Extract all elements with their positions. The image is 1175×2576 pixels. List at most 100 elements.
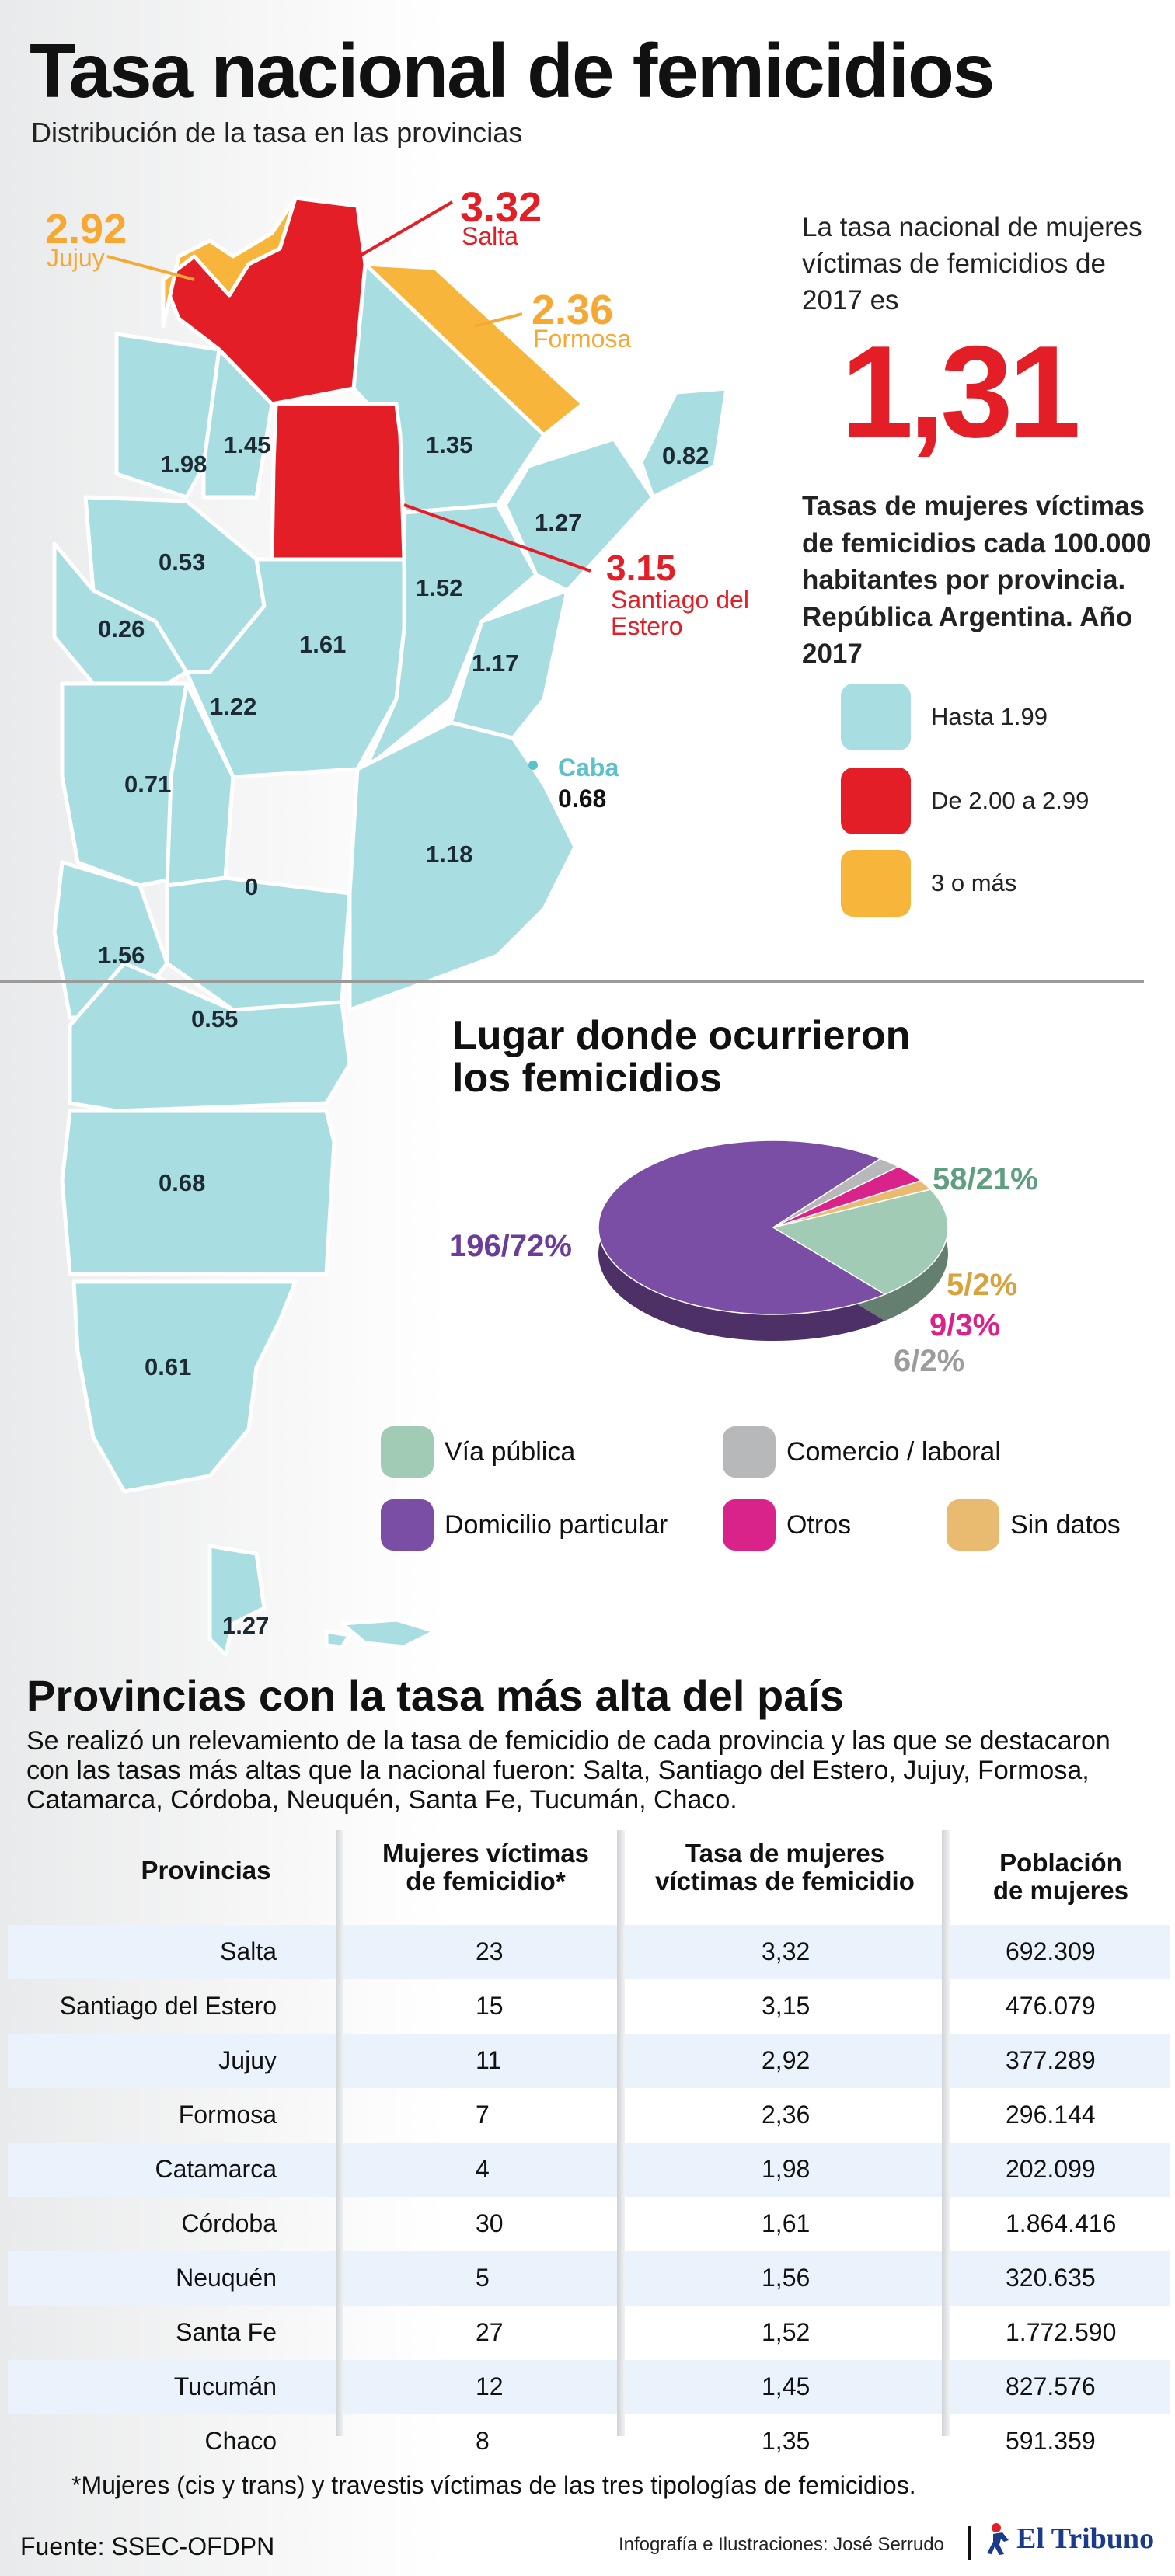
caba-name: Caba <box>558 754 619 782</box>
table-header-provincias: Provincias <box>141 1856 271 1885</box>
cell-provincia: Jujuy <box>218 2046 277 2074</box>
category-swatch-otros <box>723 1499 776 1551</box>
province-tierra-del-fuego <box>207 1544 267 1657</box>
national-rate-intro: La tasa nacional de mujeres víctimas de … <box>802 212 1142 315</box>
formosa-leader-line <box>473 312 523 328</box>
table-header-victimas-line2: de femicidio* <box>406 1867 566 1896</box>
rate-label-neuquen: 1.56 <box>98 942 145 969</box>
table-row: Neuquén 5 1,56 320.635 <box>8 2251 1170 2306</box>
cell-provincia: Salta <box>220 1937 277 1965</box>
formosa-name: Formosa <box>533 325 632 353</box>
table-row: Tucumán 12 1,45 827.576 <box>8 2360 1170 2414</box>
rate-label-mendoza: 0.71 <box>124 771 171 798</box>
rate-label-corrientes: 1.27 <box>535 509 581 536</box>
rate-label-tierra-del-fuego: 1.27 <box>222 1612 269 1639</box>
cell-poblacion: 476.079 <box>1006 1992 1096 2020</box>
table-row: Formosa 7 2,36 296.144 <box>8 2088 1170 2143</box>
pie-label-domicilio: 196/72% <box>449 1229 572 1263</box>
table-row: Salta 23 3,32 692.309 <box>8 1925 1170 1979</box>
page-subtitle: Distribución de la tasa en las provincia… <box>31 117 523 148</box>
rate-label-santa-fe: 1.52 <box>416 574 462 601</box>
province-rate-labels: 1.45 1.98 1.35 0.82 1.27 0.53 1.52 0.26 … <box>98 431 709 1639</box>
brand-logo: El Tribuno <box>985 2522 1154 2556</box>
province-santa-cruz <box>71 1279 298 1494</box>
jujuy-name: Jujuy <box>47 244 105 272</box>
pie-top <box>598 1140 949 1315</box>
province-rio-negro <box>68 961 352 1113</box>
cell-tasa: 2,36 <box>762 2101 811 2129</box>
cell-poblacion: 296.144 <box>1006 2101 1096 2129</box>
table-column-divider <box>336 1830 343 2436</box>
province-entre-rios <box>448 588 570 740</box>
cell-provincia: Santiago del Estero <box>59 1992 277 2020</box>
footer-separator <box>968 2526 971 2560</box>
cell-victimas: 5 <box>476 2264 490 2292</box>
table-row: Jujuy 11 2,92 377.289 <box>8 2034 1170 2088</box>
table-column-divider <box>617 1830 625 2436</box>
table-header-poblacion-line2: de mujeres <box>992 1876 1129 1906</box>
island-malvinas <box>340 1617 438 1649</box>
cell-poblacion: 827.576 <box>1006 2372 1096 2400</box>
national-rate-value: 1,31 <box>841 319 1081 465</box>
pie-title-line2: los femicidios <box>452 1055 722 1101</box>
caba-value: 0.68 <box>558 785 607 813</box>
province-santiago <box>270 402 406 562</box>
category-label-otros: Otros <box>786 1509 852 1540</box>
section-title: Provincias con la tasa más alta del país <box>26 1671 845 1720</box>
cell-tasa: 1,61 <box>762 2209 811 2237</box>
cell-poblacion: 377.289 <box>1006 2046 1096 2074</box>
cell-tasa: 3,15 <box>762 1992 811 2020</box>
pie-label-comercio: 6/2% <box>894 1344 965 1378</box>
salta-value: 3.32 <box>460 184 542 231</box>
province-jujuy <box>161 196 298 329</box>
rate-label-misiones: 0.82 <box>662 442 709 469</box>
category-label-domicilio: Domicilio particular <box>445 1509 668 1540</box>
pie-slice-via-publica <box>772 1189 949 1295</box>
pie-slice-domicilio <box>598 1140 887 1315</box>
province-misiones <box>639 386 729 500</box>
table-header-victimas-line1: Mujeres víctimas <box>382 1839 589 1868</box>
source: Fuente: SSEC-OFDPN <box>20 2532 275 2560</box>
rate-label-tucuman: 1.45 <box>224 431 270 458</box>
cell-victimas: 12 <box>476 2372 504 2400</box>
cell-victimas: 30 <box>476 2209 504 2237</box>
category-swatch-sin-datos <box>947 1499 999 1551</box>
jujuy-leader-line <box>106 255 195 281</box>
pie-label-sin-datos: 5/2% <box>947 1268 1018 1302</box>
rate-label-buenos-aires: 1.18 <box>426 841 472 868</box>
cell-provincia: Neuquén <box>176 2264 277 2292</box>
cell-victimas: 8 <box>476 2427 490 2455</box>
credits: Infografía e Ilustraciones: José Serrudo <box>619 2534 944 2555</box>
cell-victimas: 23 <box>476 1937 504 1965</box>
santiago-leader-line <box>403 503 591 573</box>
brand-name: El Tribuno <box>1016 2522 1155 2555</box>
category-comercio: Comercio / laboral <box>723 1426 1001 1478</box>
province-santa-fe <box>363 503 539 771</box>
table-row: Santiago del Estero 15 3,15 476.079 <box>8 1979 1170 2034</box>
pie-title-line1: Lugar donde ocurrieron <box>452 1013 911 1058</box>
section-divider <box>0 980 1144 983</box>
cell-poblacion: 692.309 <box>1006 1937 1096 1965</box>
cell-poblacion: 320.635 <box>1006 2264 1096 2292</box>
pie-label-otros: 9/3% <box>929 1308 1001 1342</box>
cell-provincia: Córdoba <box>181 2209 277 2237</box>
table-row: Chaco 8 1,35 591.359 <box>8 2414 1170 2469</box>
pie-title: Lugar donde ocurrieron los femicidios <box>452 1015 910 1099</box>
caba-marker <box>528 761 538 770</box>
category-via-publica: Vía pública <box>381 1426 575 1478</box>
brand-figure-icon <box>987 2523 1009 2555</box>
category-domicilio: Domicilio particular <box>381 1499 668 1551</box>
rate-label-cordoba: 1.61 <box>299 631 346 658</box>
cell-tasa: 1,56 <box>762 2264 811 2292</box>
section-description: Se realizó un relevamiento de la tasa de… <box>26 1726 1110 1815</box>
legend-item-mid: De 2.00 a 2.99 <box>841 768 1089 834</box>
table-row: Córdoba 30 1,61 1.864.416 <box>8 2197 1170 2251</box>
cell-victimas: 4 <box>476 2155 490 2183</box>
rate-label-chaco: 1.35 <box>426 431 472 458</box>
province-buenos-aires <box>347 720 577 1012</box>
table-row: Santa Fe 27 1,52 1.772.590 <box>8 2306 1170 2360</box>
santiago-name: Santiago del Estero <box>611 586 749 640</box>
rate-label-santa-cruz: 0.61 <box>145 1353 191 1380</box>
santiago-value: 3.15 <box>606 548 676 588</box>
cell-tasa: 1,45 <box>762 2372 811 2400</box>
